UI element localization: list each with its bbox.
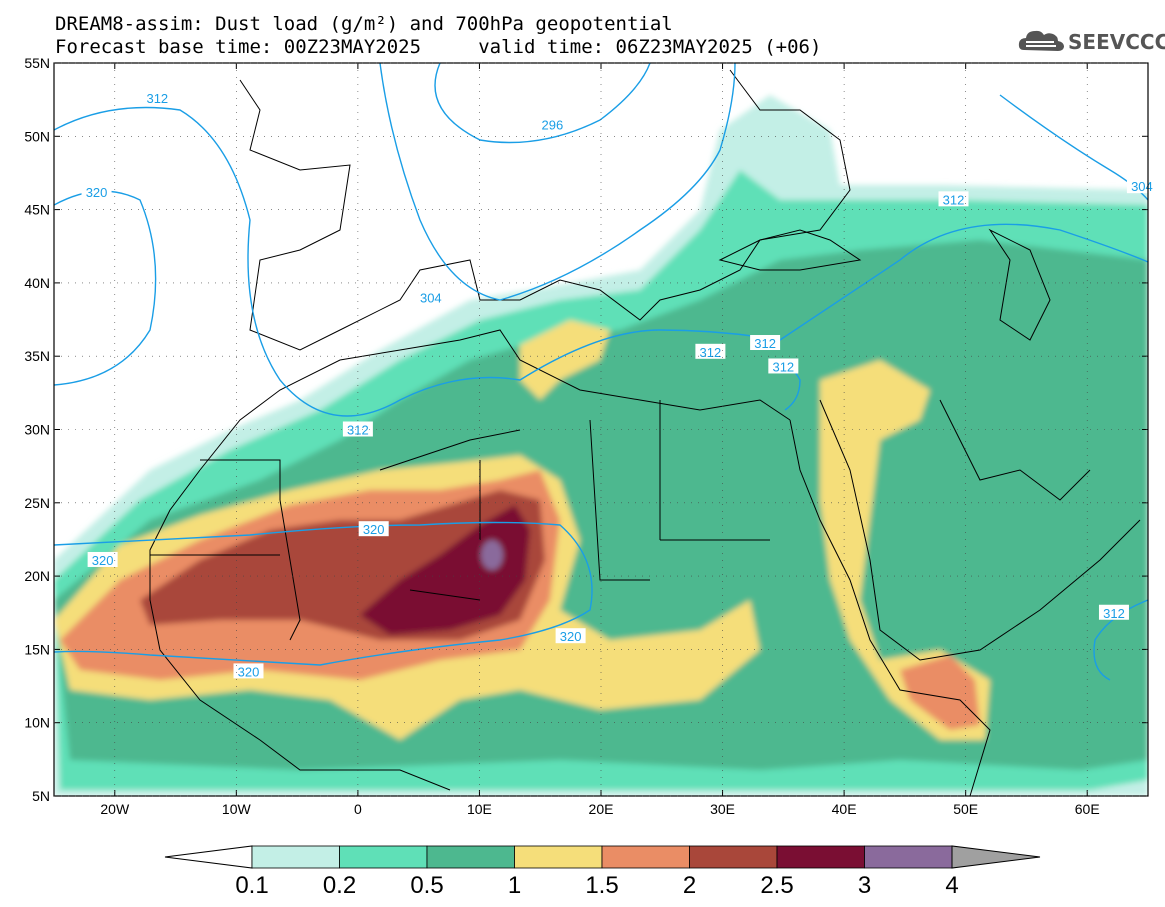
- longitude-axis: 20W 10W 0 10E 20E 30E 40E 50E 60E: [100, 63, 1100, 817]
- contour-label: 320: [92, 553, 114, 568]
- contour-label: 312: [146, 91, 168, 106]
- logo-text: SEEVCCC: [1068, 30, 1165, 54]
- colorbar-label: 3: [858, 872, 871, 899]
- dust-layer-1-arabia: [820, 360, 990, 740]
- border-lines: [150, 400, 770, 641]
- contour-320-mid: [54, 521, 593, 666]
- chart-subtitle: Forecast base time: 00Z23MAY2025 valid t…: [55, 36, 822, 58]
- lon-label: 20E: [589, 801, 614, 817]
- contour-label: 320: [363, 522, 385, 537]
- contour-label-bg: [142, 90, 173, 106]
- contour-label: 312: [700, 345, 722, 360]
- contour-label-bg: [415, 289, 446, 305]
- lat-label: 25N: [24, 495, 50, 511]
- colorbar-label: 2: [683, 872, 696, 899]
- colorbar-label: 1: [508, 872, 521, 899]
- coast-caspian: [988, 228, 1051, 341]
- lon-label: 20W: [100, 801, 130, 817]
- lat-label: 40N: [24, 275, 50, 291]
- lon-label: 40E: [832, 801, 857, 817]
- colorbar-swatch: [514, 845, 603, 869]
- contour-304: [379, 63, 736, 301]
- dust-layer-1-libya: [520, 320, 610, 400]
- lon-label: 10W: [222, 801, 252, 817]
- lat-label: 55N: [24, 55, 50, 71]
- contour-296: [434, 63, 651, 144]
- contour-label: 312: [347, 423, 369, 438]
- coastlines: [149, 69, 1141, 796]
- contour-label-bg: [555, 628, 586, 644]
- colorbar-label: 0.1: [235, 872, 268, 899]
- contour-label-bg: [750, 335, 781, 351]
- coast-europe: [239, 69, 851, 351]
- colorbar-swatch: [776, 845, 865, 869]
- colorbar-swatch: [251, 845, 340, 869]
- lon-label: 50E: [953, 801, 978, 817]
- lat-label: 10N: [24, 715, 50, 731]
- colorbar-swatch: [689, 845, 778, 869]
- contour-label-bg: [87, 551, 118, 567]
- contour-label-bg: [537, 116, 568, 132]
- contour-label-bg: [768, 358, 799, 374]
- contour-label-bg: [81, 184, 112, 200]
- seevccc-logo: SEEVCCC: [1018, 26, 1165, 58]
- lat-label: 30N: [24, 422, 50, 438]
- lat-label: 50N: [24, 128, 50, 144]
- contour-label-bg: [233, 663, 264, 679]
- contour-label: 320: [560, 629, 582, 644]
- lon-label: 0: [354, 801, 362, 817]
- colorbar: 0.1 0.2 0.5 1 1.5 2 2.5 3 4: [164, 845, 1041, 899]
- coast-black-sea: [718, 229, 862, 271]
- contour-label: 296: [542, 118, 564, 133]
- lat-label: 35N: [24, 348, 50, 364]
- coast-red-sea: [789, 419, 991, 796]
- colorbar-label: 2.5: [760, 872, 793, 899]
- colorbar-label: 0.2: [323, 872, 356, 899]
- lon-label: 60E: [1075, 801, 1100, 817]
- coast-arabia: [819, 399, 1141, 661]
- contour-label: 312: [754, 336, 776, 351]
- contour-labels: 312 320 296 304 312 312 312 312 312 304 320 320 320 3…: [81, 90, 1157, 679]
- colorbar-under-arrow: [164, 845, 253, 869]
- lon-label: 10E: [467, 801, 492, 817]
- contour-label-bg: [695, 343, 726, 359]
- contour-312-north: [54, 106, 1148, 417]
- dust-layer-1-5-somalia: [900, 655, 980, 730]
- contour-label: 312: [943, 192, 965, 207]
- contour-label: 304: [420, 291, 442, 306]
- lat-label: 15N: [24, 641, 50, 657]
- coast-africa-north: [199, 329, 791, 471]
- contour-label-bg: [938, 191, 969, 207]
- colorbar-label: 1.5: [585, 872, 618, 899]
- dust-layer-2-5: [360, 505, 530, 635]
- contour-label-bg: [1126, 178, 1157, 194]
- contour-label: 304: [1131, 179, 1153, 194]
- chart-title: DREAM8-assim: Dust load (g/m²) and 700hP…: [55, 13, 673, 35]
- cloud-icon: [1018, 30, 1064, 51]
- colorbar-over-arrow: [951, 845, 1041, 869]
- contour-label-bg: [342, 421, 373, 437]
- colorbar-swatch: [339, 845, 428, 869]
- lon-label: 30E: [710, 801, 735, 817]
- contour-label-bg: [358, 521, 389, 537]
- lat-label: 45N: [24, 202, 50, 218]
- lat-label: 5N: [32, 788, 50, 804]
- lat-label: 20N: [24, 568, 50, 584]
- colorbar-label: 0.5: [410, 872, 443, 899]
- contour-label: 320: [86, 185, 108, 200]
- colorbar-swatch: [864, 845, 953, 869]
- dust-layer-3: [481, 540, 503, 570]
- colorbar-label: 4: [945, 872, 958, 899]
- contour-label: 312: [772, 359, 794, 374]
- colorbar-swatch: [426, 845, 515, 869]
- contour-label-bg: [1098, 604, 1129, 620]
- colorbar-swatch: [601, 845, 690, 869]
- contour-label: 312: [1103, 606, 1125, 621]
- contour-label: 320: [238, 664, 260, 679]
- coast-africa-west: [149, 469, 451, 791]
